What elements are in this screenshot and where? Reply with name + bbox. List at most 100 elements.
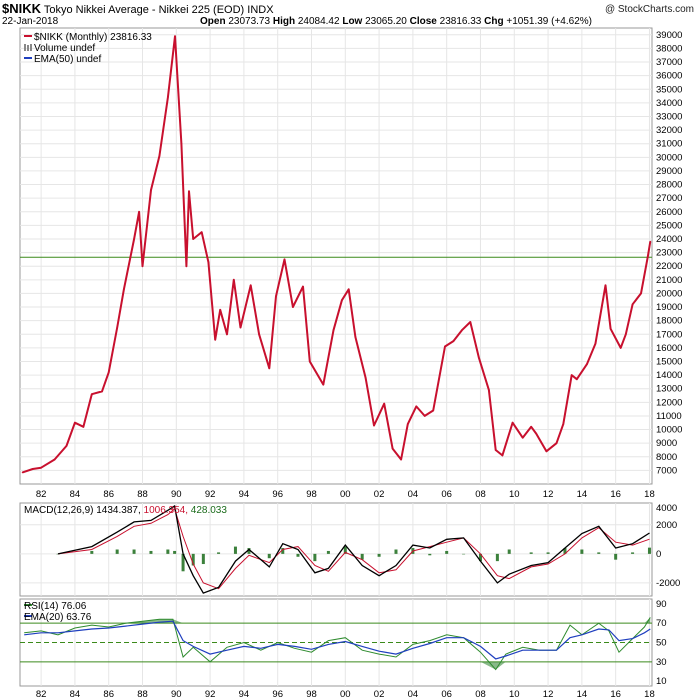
- macd-histogram-bar: [181, 553, 185, 572]
- price-y-tick-label: 7000: [656, 465, 677, 476]
- macd-histogram-bar: [233, 546, 237, 554]
- price-y-tick-label: 35000: [656, 84, 682, 95]
- price-point: [123, 288, 125, 291]
- price-point: [283, 258, 286, 261]
- macd-histogram-bar: [217, 552, 221, 554]
- price-point: [576, 378, 578, 380]
- price-y-tick-label: 14000: [656, 370, 682, 381]
- macd-histogram-bar: [614, 553, 618, 560]
- macd-histogram-bar: [281, 548, 285, 554]
- price-point: [341, 299, 343, 302]
- price-point: [192, 238, 195, 240]
- macd-histogram-bar: [191, 553, 195, 566]
- price-point: [258, 333, 260, 336]
- chg-value: +1051.39 (+4.62%): [506, 16, 592, 27]
- price-y-tick-label: 27000: [656, 193, 682, 204]
- x-tick-label-bottom: 90: [171, 689, 182, 700]
- macd-legend-hist: 428.033: [191, 505, 228, 516]
- price-y-tick-label: 9000: [656, 438, 677, 449]
- macd-histogram-bar: [495, 553, 499, 562]
- watermark[interactable]: @ StockCharts.com: [604, 4, 694, 15]
- x-tick-label-top: 96: [272, 489, 283, 500]
- x-tick-label-bottom: 04: [408, 689, 419, 700]
- price-point: [21, 471, 24, 474]
- macd-legend-value: 1434.387,: [96, 505, 143, 516]
- price-point: [619, 347, 622, 349]
- price-point: [530, 426, 532, 428]
- price-y-tick-label: 26000: [656, 207, 682, 218]
- price-point: [364, 377, 367, 379]
- price-point: [432, 409, 434, 412]
- price-y-tick-label: 33000: [656, 111, 682, 122]
- price-y-tick-label: 15000: [656, 356, 682, 367]
- macd-histogram-bar: [343, 546, 347, 554]
- price-y-tick-label: 20000: [656, 288, 682, 299]
- macd-histogram-bar: [56, 553, 60, 555]
- x-tick-label-top: 06: [441, 489, 452, 500]
- x-tick-label-bottom: 16: [610, 689, 621, 700]
- low-label: Low: [342, 16, 363, 27]
- price-point: [511, 421, 514, 424]
- x-tick-label-top: 92: [205, 489, 216, 500]
- volume-icon-bar: [24, 44, 26, 51]
- price-y-tick-label: 13000: [656, 384, 682, 395]
- macd-histogram-bar: [149, 550, 153, 554]
- macd-histogram-bar: [478, 553, 482, 562]
- macd-histogram-bar: [313, 553, 317, 562]
- volume-legend-label: Volume undef: [34, 43, 95, 54]
- price-point: [138, 210, 140, 213]
- bar-chart-icon: [24, 44, 32, 51]
- price-y-tick-label: 30000: [656, 152, 682, 163]
- price-point: [555, 442, 558, 444]
- macd-histogram-bar: [394, 549, 398, 554]
- macd-histogram-bar: [647, 547, 651, 554]
- x-tick-label-bottom: 10: [509, 689, 520, 700]
- price-y-tick-label: 34000: [656, 98, 682, 109]
- x-tick-label-bottom: 14: [577, 689, 588, 700]
- price-point: [609, 328, 612, 330]
- price-point: [494, 449, 497, 451]
- price-y-tick-label: 24000: [656, 234, 682, 245]
- macd-histogram-bar: [529, 552, 533, 554]
- x-tick-label-bottom: 00: [340, 689, 351, 700]
- macd-histogram-bar: [360, 553, 364, 560]
- price-y-tick-label: 31000: [656, 139, 682, 150]
- price-y-tick-label: 18000: [656, 316, 682, 327]
- price-y-tick-label: 32000: [656, 125, 682, 136]
- volume-icon-bar: [27, 45, 29, 51]
- price-point: [219, 308, 222, 311]
- price-point: [232, 279, 235, 281]
- price-y-tick-label: 25000: [656, 220, 682, 231]
- macd-histogram-bar: [631, 552, 635, 554]
- price-point: [107, 371, 110, 374]
- price-point: [116, 326, 118, 329]
- price-y-tick-label: 19000: [656, 302, 682, 313]
- price-point: [625, 333, 627, 336]
- macd-y-tick-label: -2000: [656, 578, 680, 589]
- price-point: [322, 383, 325, 386]
- price-point: [292, 306, 294, 308]
- price-point: [649, 240, 652, 243]
- price-point: [226, 333, 228, 336]
- macd-histogram-bar: [247, 548, 251, 554]
- x-tick-label-top: 86: [103, 489, 114, 500]
- price-point: [275, 295, 277, 297]
- price-point: [373, 424, 375, 427]
- price-point: [188, 190, 190, 193]
- x-tick-label-top: 14: [577, 489, 588, 500]
- macd-histogram-bar: [428, 553, 432, 556]
- x-tick-label-top: 00: [340, 489, 351, 500]
- price-legend-label: $NIKK (Monthly) 23816.33: [34, 32, 152, 43]
- price-point: [383, 402, 385, 405]
- price-y-tick-label: 38000: [656, 43, 682, 54]
- price-y-tick-label: 36000: [656, 71, 682, 82]
- open-value: 23073.73: [228, 16, 271, 27]
- chart-date: 22-Jan-2018: [2, 16, 59, 27]
- price-point: [586, 363, 588, 366]
- macd-histogram-bar: [445, 550, 449, 554]
- x-tick-label-top: 10: [509, 489, 520, 500]
- price-point: [407, 423, 409, 425]
- macd-histogram-bar: [90, 550, 94, 554]
- macd-histogram-bar: [267, 553, 271, 559]
